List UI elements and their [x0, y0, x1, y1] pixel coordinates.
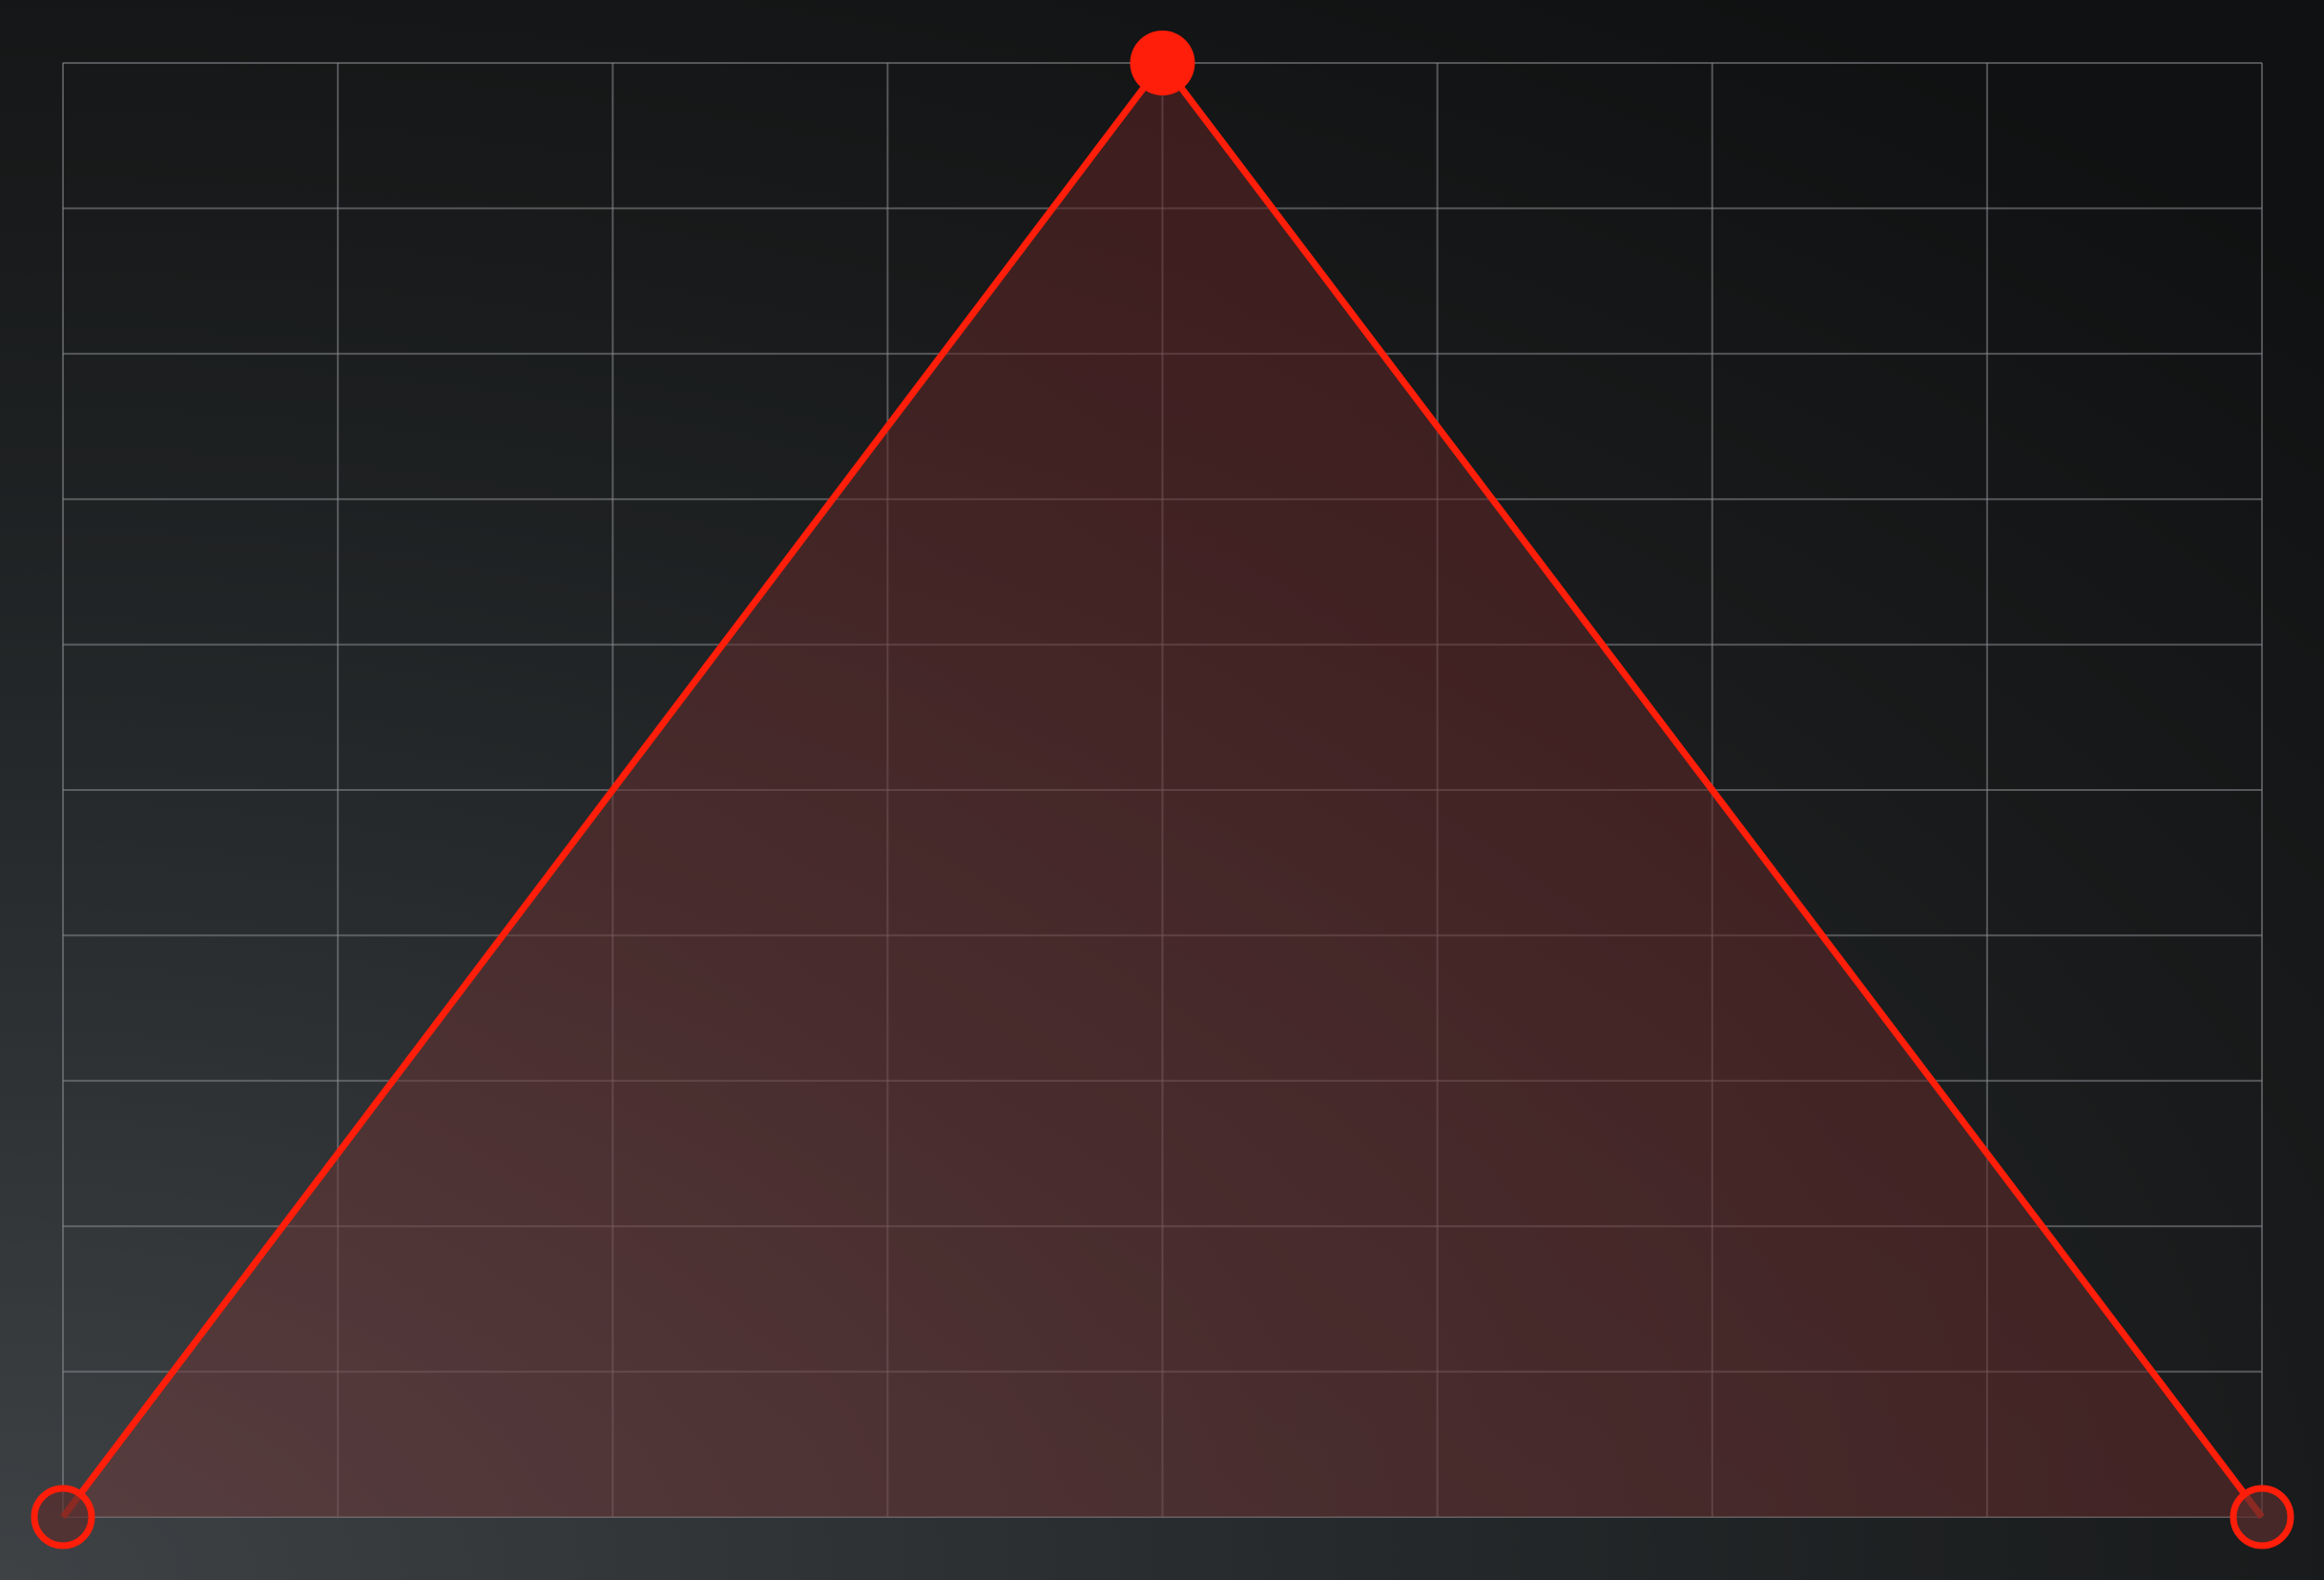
- control-point-end[interactable]: [2230, 1485, 2294, 1549]
- curve-area-fill: [63, 63, 2262, 1517]
- control-point-start[interactable]: [31, 1485, 95, 1549]
- control-point-peak[interactable]: [1130, 31, 1195, 95]
- control-points: [31, 31, 2294, 1549]
